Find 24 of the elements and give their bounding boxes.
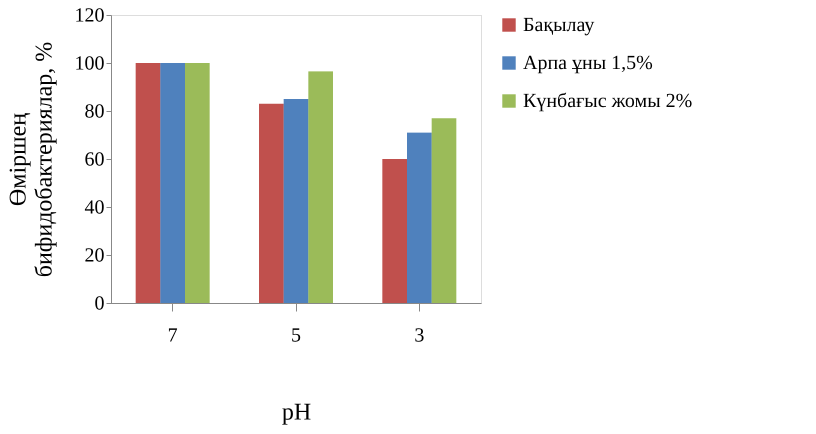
y-tick-label: 40 bbox=[84, 196, 104, 218]
bar bbox=[284, 99, 308, 303]
bar bbox=[185, 63, 210, 303]
bar bbox=[407, 132, 432, 303]
bar bbox=[259, 104, 284, 303]
legend-label: Күнбағыс жомы 2% bbox=[523, 90, 692, 112]
legend-label: Арпа ұны 1,5% bbox=[523, 52, 653, 74]
bar bbox=[160, 63, 185, 303]
bar bbox=[432, 118, 456, 303]
x-tick-label: 5 bbox=[291, 324, 301, 346]
y-tick-label: 100 bbox=[74, 52, 104, 74]
y-axis-title: Өміршең бифидобактериялар, % bbox=[6, 42, 58, 278]
legend-label: Бақылау bbox=[523, 14, 594, 36]
bar bbox=[382, 159, 407, 303]
y-tick-label: 0 bbox=[94, 292, 104, 314]
x-axis-title: pH bbox=[282, 400, 312, 426]
bar bbox=[308, 71, 333, 303]
y-tick-label: 60 bbox=[84, 148, 104, 170]
bar bbox=[136, 63, 160, 303]
y-tick-label: 120 bbox=[74, 4, 104, 26]
y-tick-label: 20 bbox=[84, 244, 104, 266]
x-tick-label: 7 bbox=[168, 324, 178, 346]
y-tick-label: 80 bbox=[84, 100, 104, 122]
x-tick-label: 3 bbox=[414, 324, 424, 346]
